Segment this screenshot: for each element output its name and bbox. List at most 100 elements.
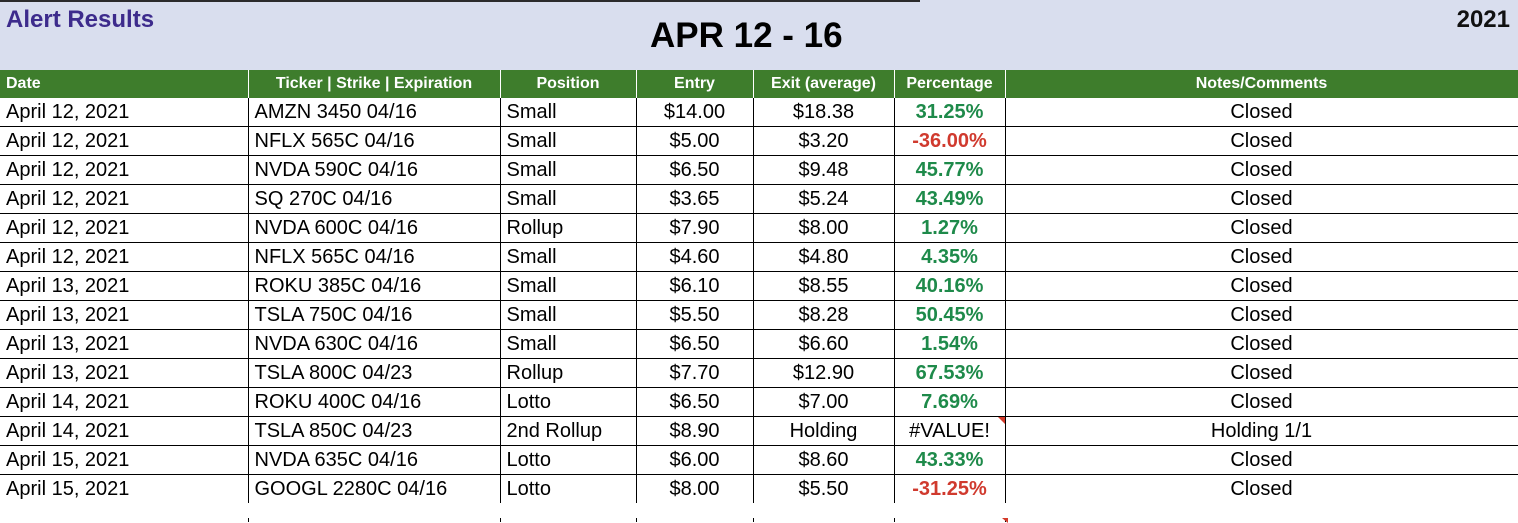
percentage-cell[interactable]: 4.35% [894, 242, 1006, 272]
entry-cell[interactable]: $8.90 [636, 416, 754, 446]
exit-cell[interactable]: $12.90 [753, 358, 895, 388]
column-header-notes[interactable]: Notes/Comments [1005, 70, 1518, 98]
percentage-cell[interactable]: 31.25% [894, 98, 1006, 127]
date-cell[interactable]: April 15, 2021 [0, 445, 249, 475]
percentage-cell[interactable]: 1.27% [894, 213, 1006, 243]
date-cell[interactable]: April 15, 2021 [0, 474, 249, 503]
exit-cell[interactable]: $9.48 [753, 155, 895, 185]
percentage-cell[interactable]: 67.53% [894, 358, 1006, 388]
ticker-cell[interactable]: ROKU 385C 04/16 [248, 271, 501, 301]
ticker-cell[interactable]: GOOGL 2280C 04/16 [248, 474, 501, 503]
column-header-date[interactable]: Date [0, 70, 249, 98]
ticker-cell[interactable]: NFLX 565C 04/16 [248, 242, 501, 272]
date-cell[interactable]: April 12, 2021 [0, 213, 249, 243]
entry-cell[interactable]: $7.90 [636, 213, 754, 243]
notes-cell[interactable]: Closed [1005, 98, 1518, 127]
column-header-exit[interactable]: Exit (average) [753, 70, 895, 98]
position-cell[interactable]: Small [500, 300, 637, 330]
notes-cell[interactable]: Closed [1005, 271, 1518, 301]
date-cell[interactable]: April 13, 2021 [0, 271, 249, 301]
position-cell[interactable]: Small [500, 329, 637, 359]
exit-cell[interactable]: $7.00 [753, 387, 895, 417]
notes-cell[interactable]: Closed [1005, 155, 1518, 185]
position-cell[interactable]: Small [500, 242, 637, 272]
notes-cell[interactable]: Closed [1005, 126, 1518, 156]
position-cell[interactable]: Small [500, 155, 637, 185]
ticker-cell[interactable]: NVDA 630C 04/16 [248, 329, 501, 359]
entry-cell[interactable]: $6.50 [636, 329, 754, 359]
ticker-cell[interactable]: AMZN 3450 04/16 [248, 98, 501, 127]
notes-cell[interactable]: Closed [1005, 300, 1518, 330]
position-cell[interactable]: Small [500, 126, 637, 156]
position-cell[interactable]: Rollup [500, 358, 637, 388]
position-cell[interactable]: 2nd Rollup [500, 416, 637, 446]
entry-cell[interactable]: $6.10 [636, 271, 754, 301]
percentage-cell[interactable]: 45.77% [894, 155, 1006, 185]
position-cell[interactable]: Small [500, 184, 637, 214]
entry-cell[interactable]: $8.00 [636, 474, 754, 503]
percentage-cell[interactable]: -31.25% [894, 474, 1006, 503]
percentage-cell[interactable]: 43.33% [894, 445, 1006, 475]
date-cell[interactable]: April 12, 2021 [0, 155, 249, 185]
exit-cell[interactable]: $8.00 [753, 213, 895, 243]
position-cell[interactable]: Small [500, 271, 637, 301]
percentage-cell[interactable]: 43.49% [894, 184, 1006, 214]
ticker-cell[interactable]: NVDA 590C 04/16 [248, 155, 501, 185]
percentage-cell[interactable]: 50.45% [894, 300, 1006, 330]
entry-cell[interactable]: $6.00 [636, 445, 754, 475]
exit-cell[interactable]: $8.28 [753, 300, 895, 330]
exit-cell[interactable]: $5.24 [753, 184, 895, 214]
date-cell[interactable]: April 13, 2021 [0, 358, 249, 388]
position-cell[interactable]: Rollup [500, 213, 637, 243]
position-cell[interactable]: Lotto [500, 474, 637, 503]
ticker-cell[interactable]: ROKU 400C 04/16 [248, 387, 501, 417]
date-cell[interactable]: April 13, 2021 [0, 300, 249, 330]
percentage-cell[interactable]: 7.69% [894, 387, 1006, 417]
notes-cell[interactable]: Holding 1/1 [1005, 416, 1518, 446]
entry-cell[interactable]: $7.70 [636, 358, 754, 388]
entry-cell[interactable]: $6.50 [636, 387, 754, 417]
ticker-cell[interactable]: SQ 270C 04/16 [248, 184, 501, 214]
position-cell[interactable]: Lotto [500, 445, 637, 475]
notes-cell[interactable]: Closed [1005, 474, 1518, 503]
ticker-cell[interactable]: TSLA 800C 04/23 [248, 358, 501, 388]
notes-cell[interactable]: Closed [1005, 213, 1518, 243]
ticker-cell[interactable]: TSLA 850C 04/23 [248, 416, 501, 446]
exit-cell[interactable]: $8.55 [753, 271, 895, 301]
ticker-cell[interactable]: NVDA 635C 04/16 [248, 445, 501, 475]
notes-cell[interactable]: Closed [1005, 242, 1518, 272]
position-cell[interactable]: Lotto [500, 387, 637, 417]
date-cell[interactable]: April 12, 2021 [0, 242, 249, 272]
percentage-cell[interactable]: 1.54% [894, 329, 1006, 359]
date-cell[interactable]: April 14, 2021 [0, 416, 249, 446]
notes-cell[interactable]: Closed [1005, 387, 1518, 417]
exit-cell[interactable]: $4.80 [753, 242, 895, 272]
date-cell[interactable]: April 12, 2021 [0, 98, 249, 127]
ticker-cell[interactable]: TSLA 750C 04/16 [248, 300, 501, 330]
column-header-entry[interactable]: Entry [636, 70, 754, 98]
date-cell[interactable]: April 12, 2021 [0, 184, 249, 214]
entry-cell[interactable]: $5.50 [636, 300, 754, 330]
position-cell[interactable]: Small [500, 98, 637, 127]
ticker-cell[interactable]: NFLX 565C 04/16 [248, 126, 501, 156]
entry-cell[interactable]: $5.00 [636, 126, 754, 156]
entry-cell[interactable]: $14.00 [636, 98, 754, 127]
exit-cell[interactable]: $5.50 [753, 474, 895, 503]
column-header-position[interactable]: Position [500, 70, 637, 98]
ticker-cell[interactable]: NVDA 600C 04/16 [248, 213, 501, 243]
exit-cell[interactable]: $3.20 [753, 126, 895, 156]
date-cell[interactable]: April 14, 2021 [0, 387, 249, 417]
notes-cell[interactable]: Closed [1005, 445, 1518, 475]
entry-cell[interactable]: $3.65 [636, 184, 754, 214]
notes-cell[interactable]: Closed [1005, 184, 1518, 214]
entry-cell[interactable]: $6.50 [636, 155, 754, 185]
date-cell[interactable]: April 12, 2021 [0, 126, 249, 156]
exit-cell[interactable]: $6.60 [753, 329, 895, 359]
exit-cell[interactable]: Holding [753, 416, 895, 446]
notes-cell[interactable]: Closed [1005, 329, 1518, 359]
column-header-percentage[interactable]: Percentage [894, 70, 1006, 98]
exit-cell[interactable]: $18.38 [753, 98, 895, 127]
percentage-cell[interactable]: #VALUE! [894, 416, 1006, 446]
percentage-cell[interactable]: 40.16% [894, 271, 1006, 301]
column-header-ticker[interactable]: Ticker | Strike | Expiration [248, 70, 501, 98]
